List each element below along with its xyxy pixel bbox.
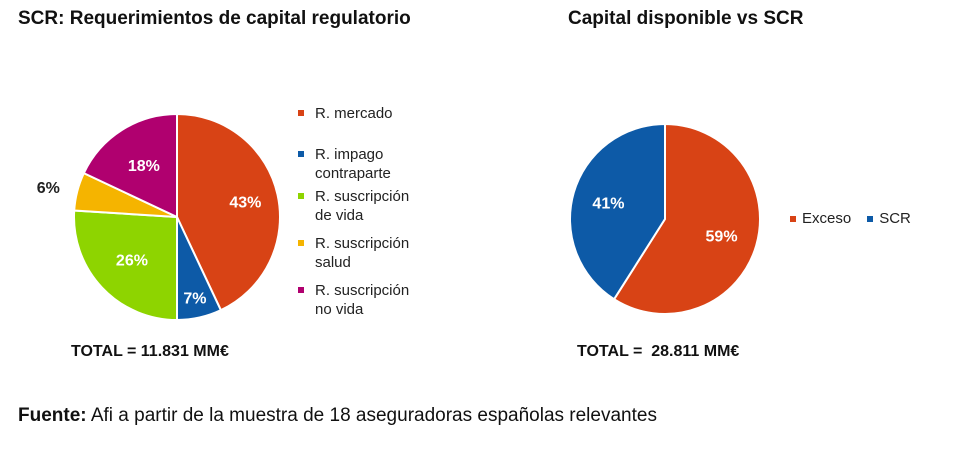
legend-item-impago: R. impago contraparte <box>298 145 458 183</box>
scr-pie-chart: 43% 7% 26% 6% 18% <box>37 112 281 322</box>
pie-label-0: 43% <box>229 195 261 212</box>
chart-2-title: Capital disponible vs SCR <box>568 8 804 29</box>
legend-label-line-2: no vida <box>315 301 364 318</box>
legend-label: R. mercado <box>315 105 393 122</box>
pie-label-1: 41% <box>592 196 624 213</box>
legend-item-vida: R. suscripción de vida <box>298 187 458 225</box>
legend-swatch <box>298 287 304 293</box>
pie-label-4: 18% <box>128 158 160 175</box>
pie-slice-1 <box>569 122 666 301</box>
chart-1-total: TOTAL = 11.831 MM€ <box>71 343 229 360</box>
pie-slice-0 <box>176 112 281 312</box>
legend-label-line-1: R. suscripción <box>315 188 410 205</box>
legend-swatch <box>298 151 304 157</box>
legend-label-line-1: R. impago <box>315 146 384 163</box>
pie-label-2: 26% <box>116 252 148 269</box>
legend-item-exceso: Exceso <box>790 210 851 227</box>
legend-label-line-2: salud <box>315 254 351 271</box>
pie-slice-4 <box>82 112 178 219</box>
legend-item-mercado: R. mercado <box>298 104 458 123</box>
legend-label-line-2: contraparte <box>315 165 391 182</box>
chart-1-title: SCR: Requerimientos de capital regulator… <box>18 8 411 29</box>
pie-slice-2 <box>73 209 178 322</box>
legend-swatch <box>867 216 874 222</box>
capital-pie-chart: 59% 41% <box>569 122 761 315</box>
legend-label-line-2: de vida <box>315 207 364 224</box>
pie-slice-0 <box>612 122 761 315</box>
legend-label-line-1: R. suscripción <box>315 282 410 299</box>
pie-label-1: 7% <box>183 290 206 307</box>
legend-swatch <box>298 193 304 199</box>
chart-2-total: TOTAL = 28.811 MM€ <box>577 343 740 360</box>
legend-item-scr: SCR <box>867 210 911 227</box>
source-text: Afi a partir de la muestra de 18 asegura… <box>86 405 657 426</box>
legend-swatch <box>790 216 796 222</box>
legend-swatch <box>298 110 304 116</box>
chart-2-legend: Exceso SCR <box>790 210 911 227</box>
pie-label-3: 6% <box>37 180 60 197</box>
legend-label: SCR <box>879 210 911 227</box>
legend-label-line-1: R. suscripción <box>315 235 410 252</box>
chart-1-legend: R. mercado R. impago contraparte R. susc… <box>298 104 458 319</box>
legend-item-no-vida: R. suscripción no vida <box>298 281 458 319</box>
legend-item-salud: R. suscripción salud <box>298 234 458 272</box>
source-note: Fuente: Afi a partir de la muestra de 18… <box>18 405 657 427</box>
legend-label: Exceso <box>802 210 852 227</box>
source-label: Fuente: <box>18 405 87 426</box>
pie-label-0: 59% <box>706 228 738 245</box>
legend-swatch <box>298 240 304 246</box>
